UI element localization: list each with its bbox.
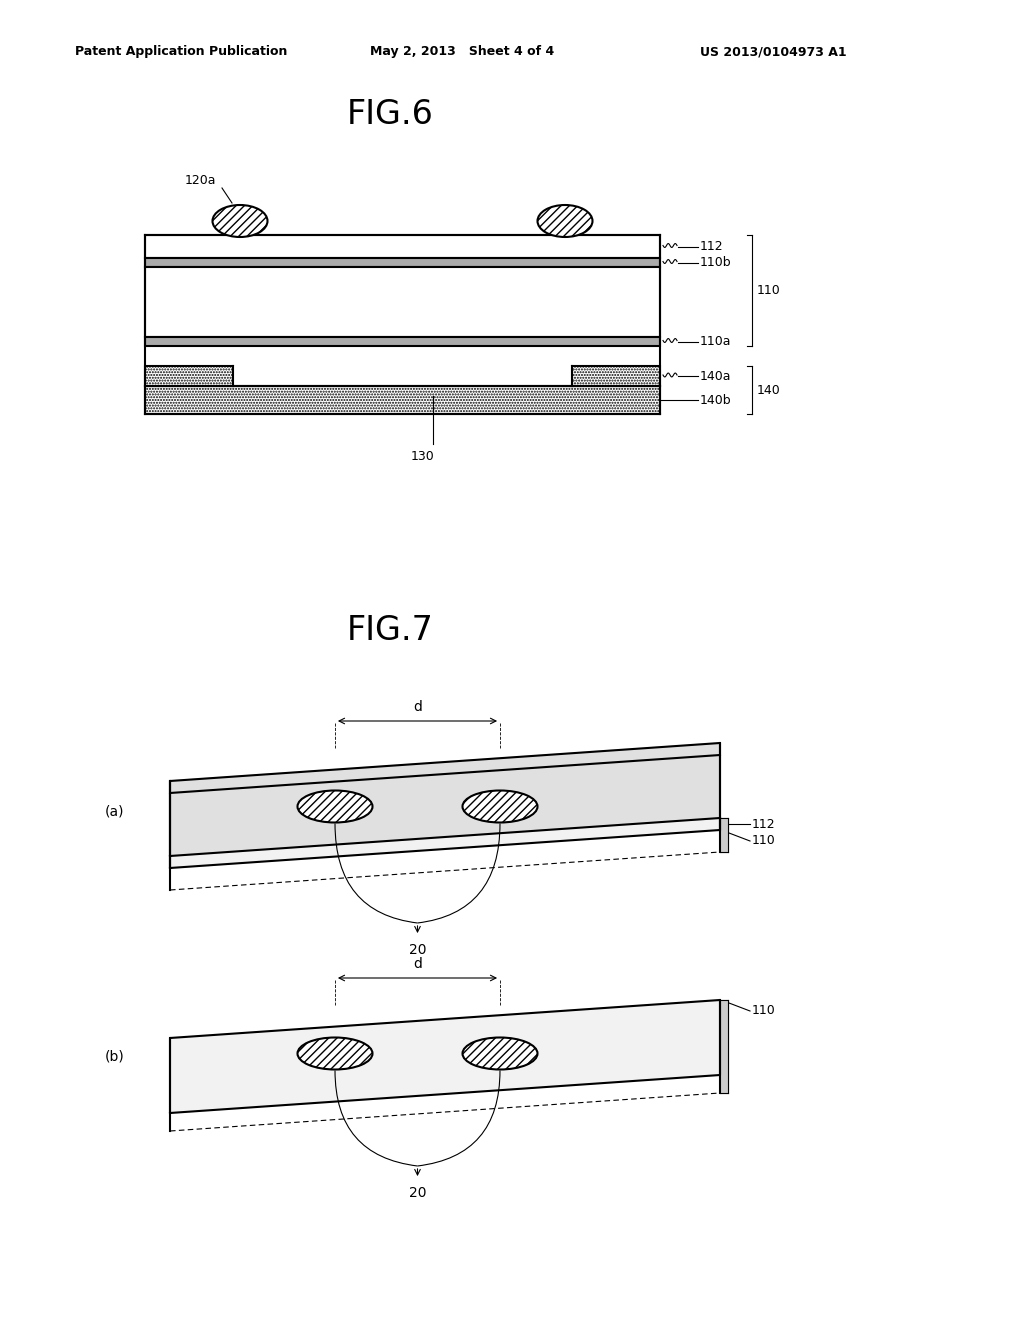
Text: 110: 110 [752,1005,776,1018]
Ellipse shape [213,205,267,238]
Text: 20: 20 [409,1185,426,1200]
Ellipse shape [538,205,593,238]
Text: 110: 110 [752,834,776,847]
Text: US 2013/0104973 A1: US 2013/0104973 A1 [700,45,847,58]
Bar [145,337,660,346]
Bar [145,257,660,267]
Text: (b): (b) [105,1049,125,1064]
Text: May 2, 2013   Sheet 4 of 4: May 2, 2013 Sheet 4 of 4 [370,45,554,58]
Text: Patent Application Publication: Patent Application Publication [75,45,288,58]
Polygon shape [170,755,720,869]
Bar [572,366,660,385]
Text: (a): (a) [105,804,125,818]
Text: FIG.7: FIG.7 [346,614,433,647]
Ellipse shape [298,791,373,822]
Text: d: d [413,700,422,714]
Text: 110: 110 [757,284,780,297]
Ellipse shape [298,1038,373,1069]
Text: 20: 20 [409,942,426,957]
Ellipse shape [463,1038,538,1069]
Text: 120a: 120a [185,174,216,187]
Bar [145,366,233,385]
Bar [145,267,660,337]
Text: FIG.6: FIG.6 [346,99,433,132]
Bar [145,235,660,257]
Text: 140: 140 [757,384,780,396]
Text: 112: 112 [752,817,775,830]
Bar [233,366,572,385]
Text: 130: 130 [411,450,434,462]
Polygon shape [720,1001,728,1093]
Text: 110a: 110a [700,335,731,348]
Text: 140a: 140a [700,370,731,383]
Text: 140b: 140b [700,393,731,407]
Ellipse shape [463,791,538,822]
Polygon shape [170,1001,720,1113]
Polygon shape [170,743,720,855]
Text: 112: 112 [700,240,724,253]
Text: 110b: 110b [700,256,731,269]
Polygon shape [720,818,728,851]
Text: d: d [413,957,422,972]
Bar [145,385,660,414]
